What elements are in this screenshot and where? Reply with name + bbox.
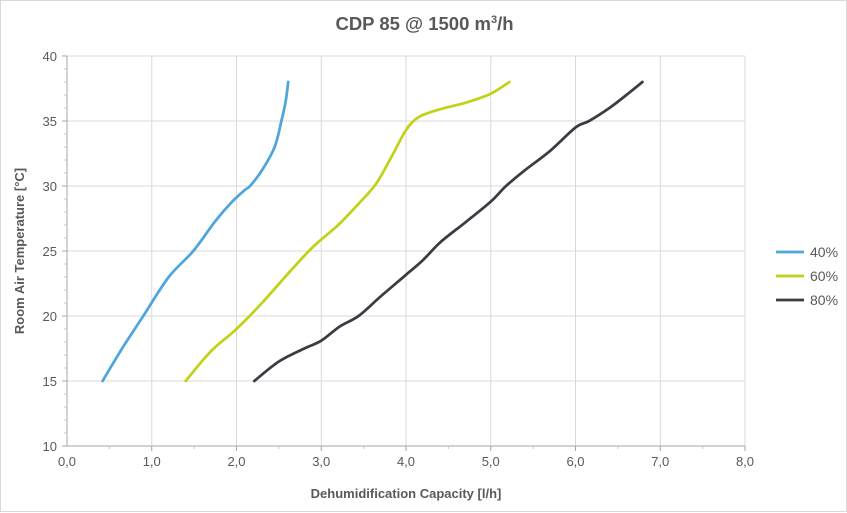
svg-text:10: 10: [43, 439, 57, 454]
svg-text:15: 15: [43, 374, 57, 389]
svg-text:80%: 80%: [810, 292, 838, 308]
svg-text:40%: 40%: [810, 244, 838, 260]
svg-text:25: 25: [43, 244, 57, 259]
svg-text:7,0: 7,0: [651, 454, 669, 469]
svg-text:5,0: 5,0: [482, 454, 500, 469]
svg-text:4,0: 4,0: [397, 454, 415, 469]
svg-text:8,0: 8,0: [736, 454, 754, 469]
svg-text:Room Air Temperature [°C]: Room Air Temperature [°C]: [12, 168, 27, 334]
svg-text:Dehumidification Capacity [l/h: Dehumidification Capacity [l/h]: [311, 486, 502, 501]
svg-text:20: 20: [43, 309, 57, 324]
svg-text:3,0: 3,0: [312, 454, 330, 469]
svg-text:60%: 60%: [810, 268, 838, 284]
svg-text:6,0: 6,0: [566, 454, 584, 469]
svg-text:2,0: 2,0: [227, 454, 245, 469]
svg-text:30: 30: [43, 179, 57, 194]
svg-text:0,0: 0,0: [58, 454, 76, 469]
svg-text:40: 40: [43, 49, 57, 64]
svg-text:35: 35: [43, 114, 57, 129]
svg-text:1,0: 1,0: [143, 454, 161, 469]
